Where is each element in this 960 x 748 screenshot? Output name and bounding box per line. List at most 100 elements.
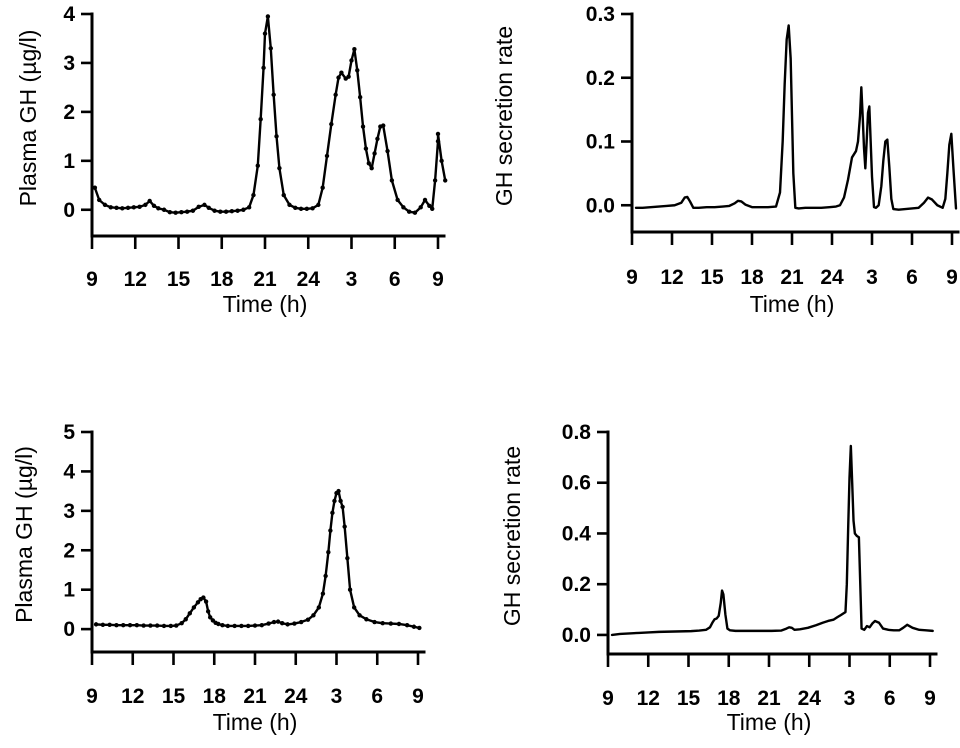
data-point-marker: [246, 623, 251, 629]
data-point-marker: [342, 524, 347, 529]
y-tick-label: 4: [63, 460, 75, 483]
data-point-marker: [121, 622, 126, 628]
x-axis-title: Time (h): [213, 709, 298, 735]
series-line: [634, 24, 958, 211]
y-tick-label: 0.8: [562, 421, 592, 444]
data-point-marker: [375, 136, 380, 141]
data-point-marker: [275, 619, 281, 624]
x-tick-label: 21: [243, 685, 267, 708]
series-line: [93, 15, 447, 214]
data-point-marker: [435, 139, 441, 144]
x-tick-label: 24: [297, 268, 321, 291]
data-point-marker: [187, 611, 192, 616]
data-point-marker: [134, 622, 140, 628]
data-point-marker: [352, 47, 357, 52]
data-point-marker: [205, 609, 211, 614]
data-point-marker: [201, 595, 206, 600]
data-point-marker: [324, 153, 330, 159]
data-point-marker: [364, 617, 369, 622]
x-tick-label: 24: [820, 266, 844, 289]
data-point-marker: [406, 209, 412, 214]
data-point-marker: [304, 206, 310, 211]
data-point-marker: [285, 622, 290, 627]
x-axis-title: Time (h): [750, 291, 835, 317]
data-point-marker: [120, 206, 125, 211]
y-tick-label: 0.4: [562, 522, 592, 545]
data-point-marker: [161, 623, 167, 629]
data-point-marker: [141, 623, 146, 628]
data-point-marker: [259, 622, 264, 628]
panel-top-right: 0.0 0.1 0.2 0.3 9 12 15 18 21 24 3 6 9 Time (h) GH sec…: [480, 0, 960, 348]
data-point-marker: [161, 207, 167, 212]
data-point-marker: [168, 623, 173, 629]
x-tick-label: 9: [412, 685, 424, 708]
data-point-marker: [412, 210, 418, 215]
data-point-marker: [100, 622, 106, 627]
data-point-marker: [332, 498, 337, 504]
data-point-marker: [239, 623, 244, 629]
data-point-marker: [380, 621, 385, 626]
y-tick-label: 2: [63, 101, 75, 124]
data-point-marker: [338, 498, 343, 504]
data-point-marker: [389, 178, 395, 183]
data-point-marker: [195, 600, 201, 605]
data-point-marker: [298, 206, 304, 211]
data-point-marker: [93, 622, 99, 627]
x-tick-label: 9: [924, 687, 936, 710]
data-point-marker: [107, 622, 112, 627]
data-point-marker: [310, 206, 315, 211]
data-point-marker: [191, 605, 197, 610]
panel-top-right-canvas: 0.0 0.1 0.2 0.3 9 12 15 18 21 24 3 6 9 Time (h) GH sec…: [491, 3, 960, 317]
x-tick-label: 9: [602, 687, 614, 710]
x-tick-label: 12: [660, 266, 683, 289]
x-tick-label: 18: [717, 687, 741, 710]
data-point-marker: [298, 619, 304, 625]
data-point-marker: [281, 192, 286, 198]
data-point-marker: [255, 163, 260, 168]
panel-top-left: 0 1 2 3 4 9 12 15 18 21 24 3 6 9 Time (h) Plasma GH (µg…: [0, 0, 480, 348]
y-tick-label: 0.2: [586, 67, 615, 90]
y-tick-label: 0.3: [586, 3, 615, 26]
data-point-marker: [292, 621, 297, 626]
data-point-marker: [184, 209, 190, 214]
data-point-marker: [173, 210, 178, 215]
x-tick-label: 18: [740, 266, 764, 289]
x-tick-label: 6: [389, 268, 401, 291]
data-point-marker: [395, 197, 400, 203]
y-tick-label: 0: [63, 199, 75, 222]
data-point-marker: [203, 599, 209, 604]
data-point-marker: [246, 205, 252, 210]
data-point-marker: [147, 198, 152, 204]
data-point-marker: [293, 205, 298, 211]
y-tick-label: 0.2: [562, 573, 591, 596]
data-point-marker: [223, 209, 229, 214]
panel-bottom-right-canvas: 0.0 0.2 0.4 0.6 0.8 9 12 15 18 21 24 3 6 9 Time (h) GH …: [499, 421, 938, 735]
y-tick-label: 3: [63, 500, 75, 523]
x-tick-label: 21: [780, 266, 804, 289]
data-point-marker: [258, 117, 263, 122]
x-tick-label: 9: [432, 268, 444, 291]
data-point-marker: [411, 624, 417, 629]
data-point-marker: [417, 625, 422, 631]
y-tick-label: 5: [63, 421, 75, 444]
y-tick-label: 0.0: [586, 194, 615, 217]
data-point-marker: [265, 14, 271, 19]
y-tick-label: 0: [63, 618, 75, 641]
x-tick-label: 9: [86, 685, 98, 708]
data-point-marker: [277, 165, 282, 171]
data-point-marker: [108, 205, 113, 210]
data-point-marker: [443, 178, 448, 183]
data-point-marker: [435, 131, 441, 137]
y-tick-label: 0.6: [562, 472, 591, 495]
data-point-marker: [131, 205, 137, 210]
data-point-marker: [357, 95, 363, 100]
data-point-marker: [366, 161, 371, 166]
x-tick-label: 6: [884, 687, 896, 710]
data-point-marker: [340, 504, 345, 510]
x-tick-label: 12: [637, 687, 660, 710]
data-point-marker: [114, 205, 119, 211]
data-point-marker: [212, 208, 217, 213]
panel-bottom-right: 0.0 0.2 0.4 0.6 0.8 9 12 15 18 21 24 3 6 9 Time (h) GH …: [480, 400, 960, 748]
